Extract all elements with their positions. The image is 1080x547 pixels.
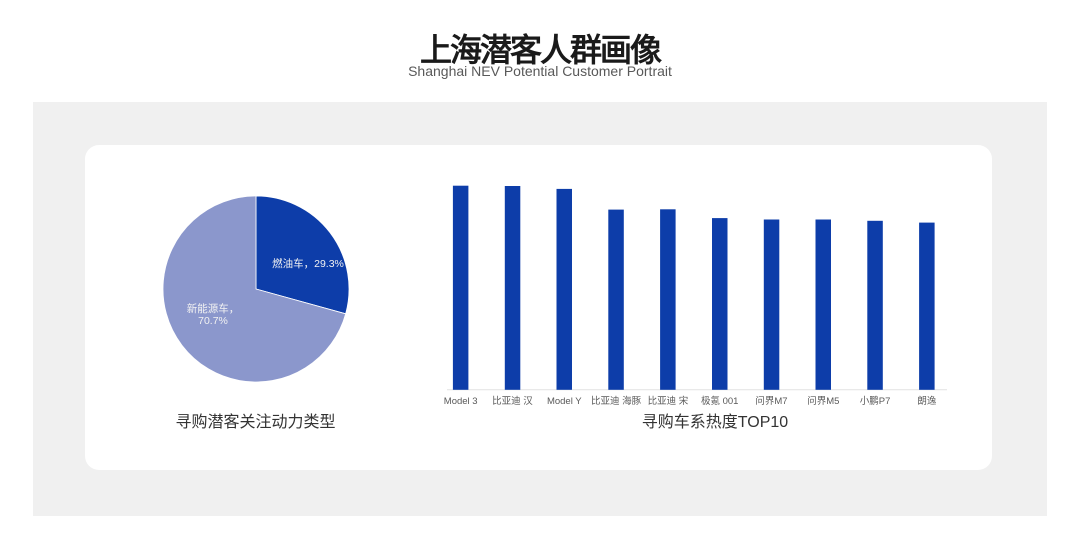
svg-text:朗逸: 朗逸 (917, 395, 937, 407)
svg-text:比亚迪 宋: 比亚迪 宋 (648, 395, 689, 407)
svg-text:70.7%: 70.7% (198, 315, 228, 327)
svg-text:比亚迪 海豚: 比亚迪 海豚 (591, 395, 642, 407)
svg-text:极氪 001: 极氪 001 (701, 395, 739, 407)
svg-text:问界M5: 问界M5 (807, 395, 839, 407)
svg-text:新能源车，: 新能源车， (187, 302, 240, 315)
svg-text:燃油车，29.3%: 燃油车，29.3% (272, 257, 344, 270)
svg-text:问界M7: 问界M7 (755, 395, 787, 407)
svg-text:小鹏P7: 小鹏P7 (860, 395, 891, 407)
svg-text:比亚迪 汉: 比亚迪 汉 (492, 395, 533, 407)
svg-text:Model 3: Model 3 (444, 396, 478, 407)
svg-text:Model Y: Model Y (547, 396, 582, 407)
